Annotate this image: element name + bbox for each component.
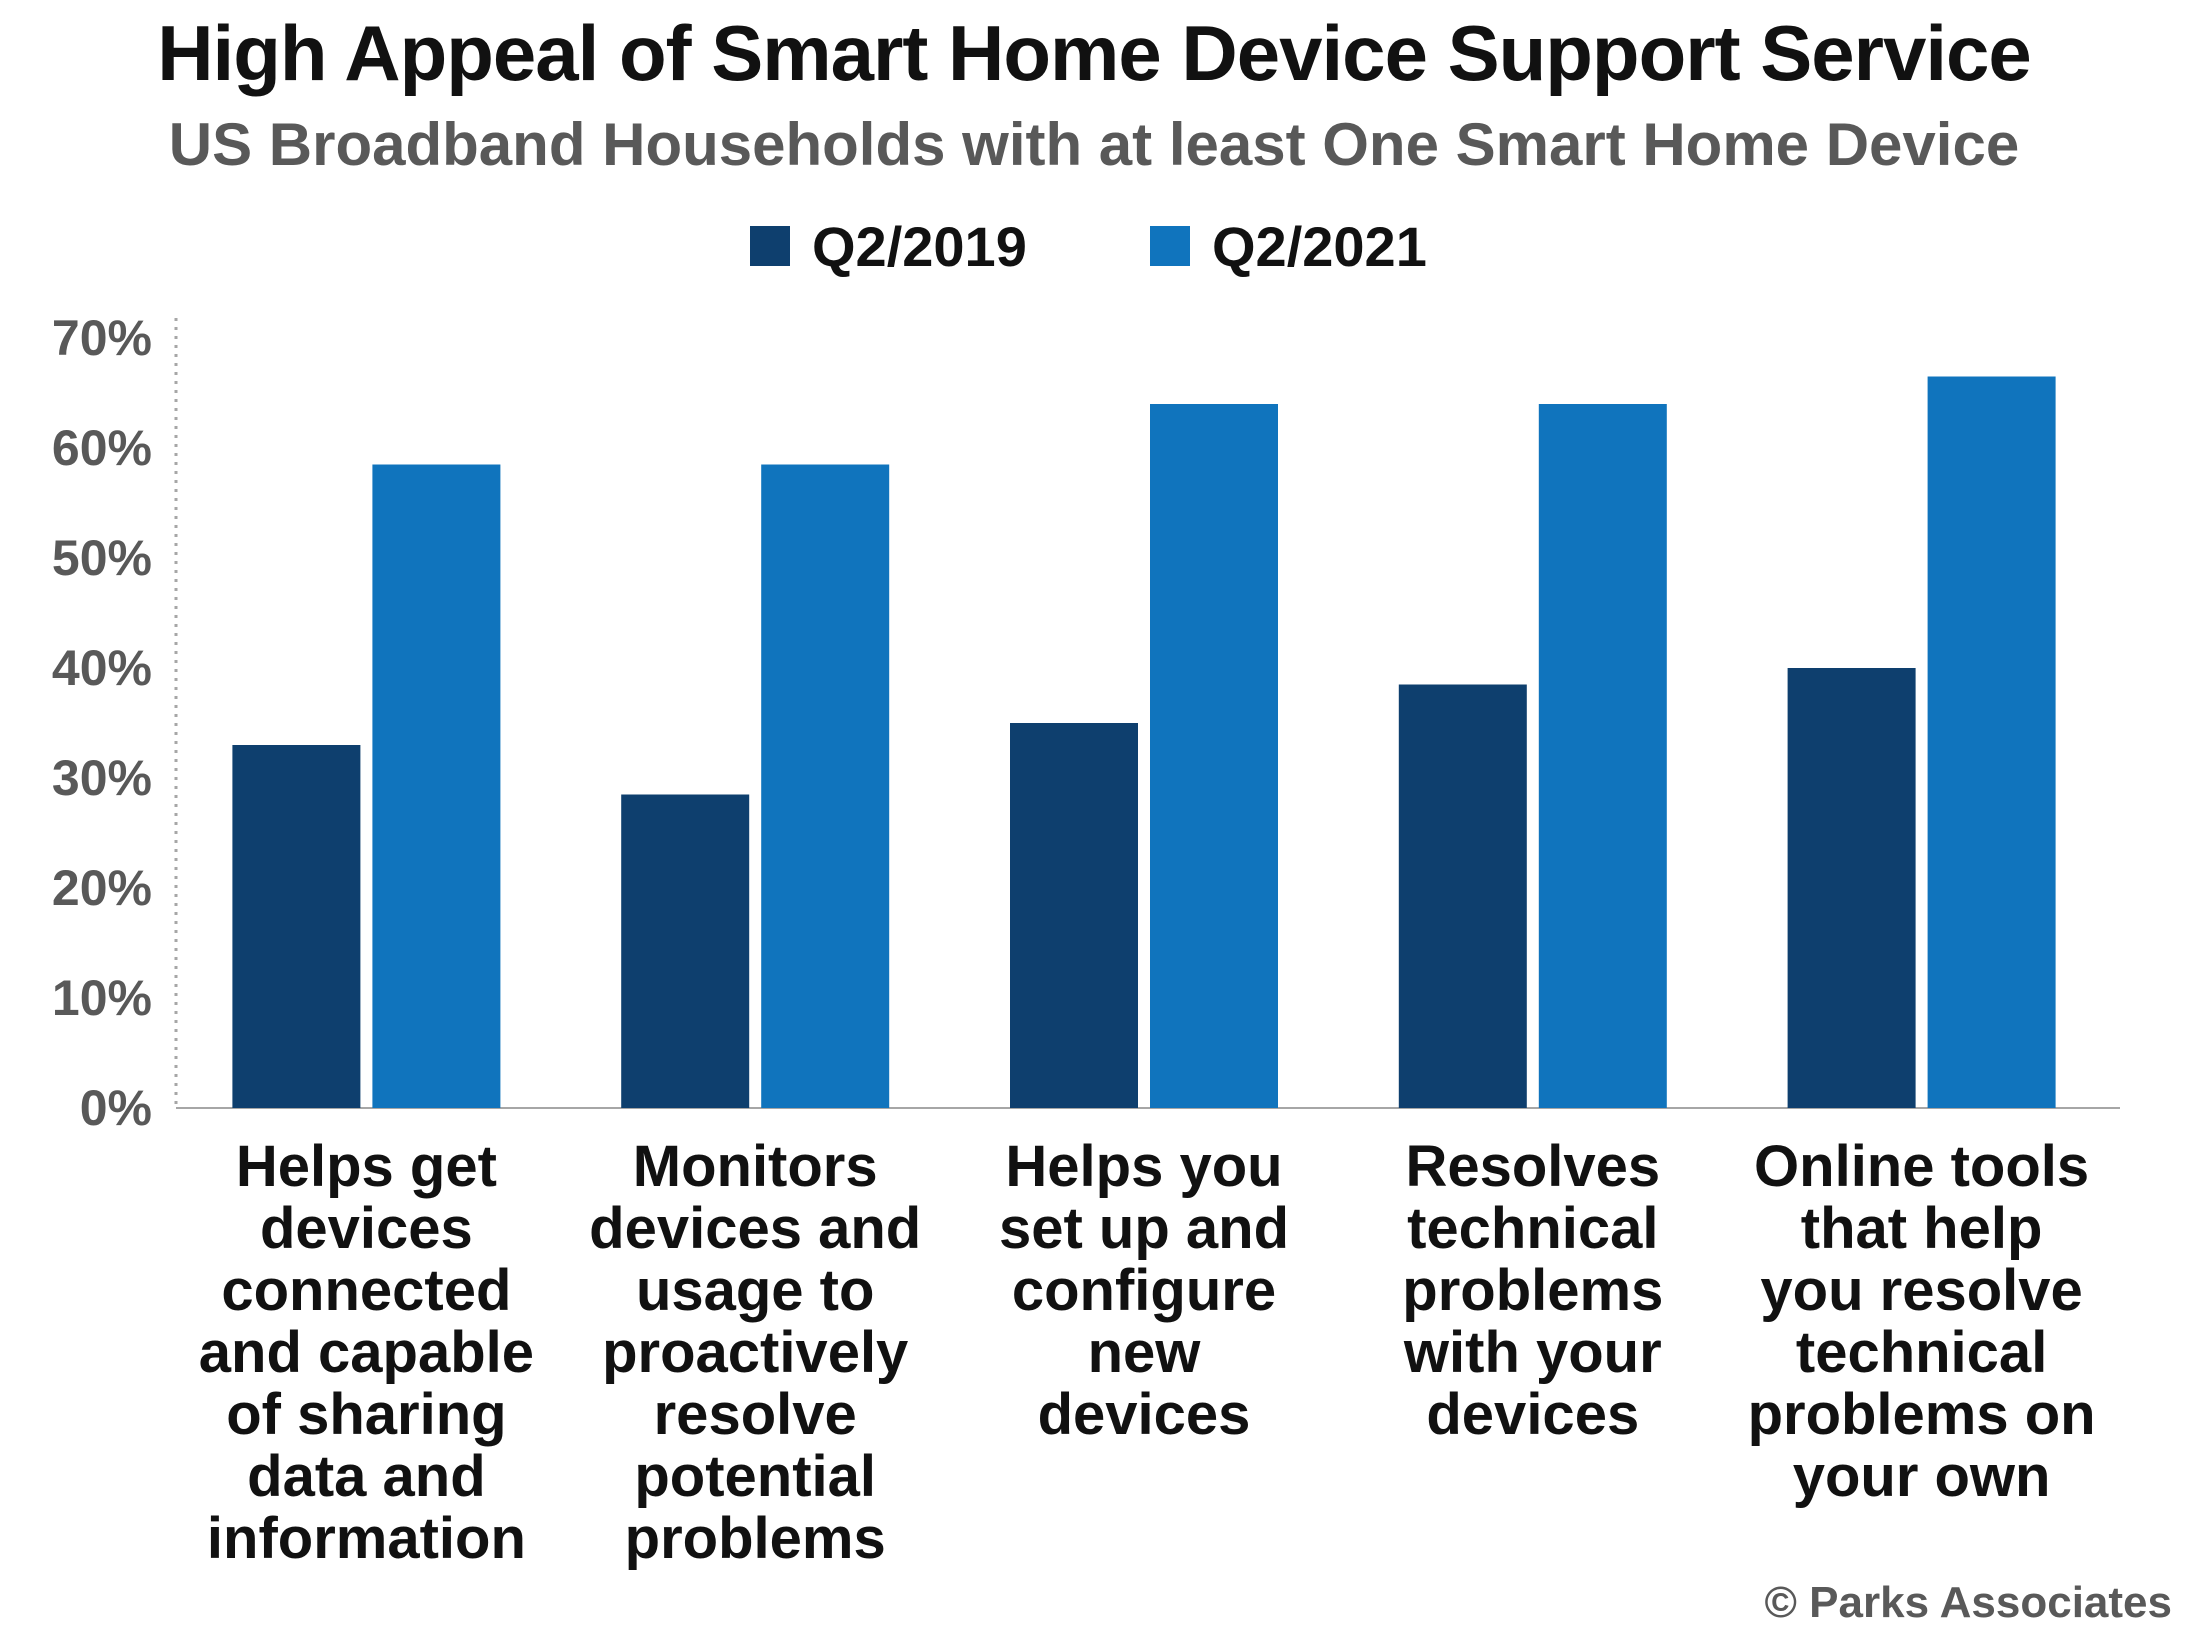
- category-label-line: that help: [1801, 1196, 2043, 1261]
- y-tick-label: 10%: [52, 970, 152, 1026]
- category-label: Online tools that help you resolve technica…: [1748, 1134, 2096, 1509]
- y-tick-label: 0%: [80, 1080, 152, 1136]
- y-tick-label: 20%: [52, 860, 152, 916]
- y-tick-label: 70%: [52, 310, 152, 366]
- category-label: Helps you set up and configure new devices: [999, 1134, 1289, 1447]
- category-label-line: data and: [247, 1444, 486, 1509]
- category-label-line: information: [207, 1506, 526, 1571]
- category-label-line: connected: [221, 1258, 511, 1323]
- category-label-line: set up and: [999, 1196, 1289, 1261]
- y-tick-label: 50%: [52, 530, 152, 586]
- bar-q2-2021: [1927, 376, 2056, 1108]
- legend-label: Q2/2019: [812, 215, 1027, 278]
- category-label-line: Resolves: [1405, 1134, 1660, 1199]
- y-tick-label: 40%: [52, 640, 152, 696]
- copyright-notice: © Parks Associates: [1764, 1578, 2172, 1627]
- category-label-line: Helps you: [1005, 1134, 1282, 1199]
- category-label-line: you resolve: [1760, 1258, 2082, 1323]
- category-label-line: problems: [625, 1506, 886, 1571]
- category-label-line: your own: [1793, 1444, 2051, 1509]
- category-label: Monitors devices and usage to proactively re…: [589, 1134, 921, 1571]
- category-label-line: potential: [634, 1444, 876, 1509]
- category-label-line: resolve: [654, 1382, 857, 1447]
- chart-title: High Appeal of Smart Home Device Support…: [157, 9, 2032, 97]
- legend-label: Q2/2021: [1212, 215, 1427, 278]
- bar-q2-2019: [232, 745, 361, 1108]
- category-label-line: configure: [1012, 1258, 1276, 1323]
- category-label-line: usage to: [636, 1258, 875, 1323]
- bar-q2-2021: [1150, 404, 1278, 1108]
- category-label-line: devices: [260, 1196, 473, 1261]
- legend-swatch: [1150, 226, 1190, 266]
- category-label-line: Online tools: [1754, 1134, 2089, 1199]
- category-label-line: devices: [1038, 1382, 1251, 1447]
- bar-q2-2021: [761, 464, 890, 1108]
- bar-q2-2019: [1010, 723, 1138, 1108]
- bar-q2-2019: [1398, 684, 1527, 1108]
- category-label-line: Monitors: [633, 1134, 878, 1199]
- bar-q2-2021: [372, 464, 501, 1108]
- y-tick-label: 30%: [52, 750, 152, 806]
- category-label-line: new: [1088, 1320, 1202, 1385]
- bar-q2-2019: [1787, 668, 1916, 1108]
- category-label-line: technical: [1407, 1196, 1658, 1261]
- bar-q2-2021: [1538, 404, 1667, 1108]
- category-label-line: devices: [1426, 1382, 1639, 1447]
- category-label: Helps get devices connected and capable of s…: [199, 1134, 534, 1571]
- legend-swatch: [750, 226, 790, 266]
- chart-subtitle: US Broadband Households with at least On…: [168, 111, 2020, 178]
- bar-q2-2019: [621, 794, 750, 1108]
- category-label-line: proactively: [602, 1320, 908, 1385]
- category-label-line: devices and: [589, 1196, 921, 1261]
- category-label-line: and capable: [199, 1320, 534, 1385]
- category-label-line: technical: [1796, 1320, 2047, 1385]
- category-label-line: problems: [1402, 1258, 1663, 1323]
- category-label-line: of sharing: [226, 1382, 506, 1447]
- category-label-line: problems on: [1748, 1382, 2096, 1447]
- y-tick-label: 60%: [52, 420, 152, 476]
- category-label-line: Helps get: [236, 1134, 497, 1199]
- category-label-line: with your: [1403, 1320, 1662, 1385]
- category-label: Resolves technical problems with your device…: [1402, 1134, 1663, 1447]
